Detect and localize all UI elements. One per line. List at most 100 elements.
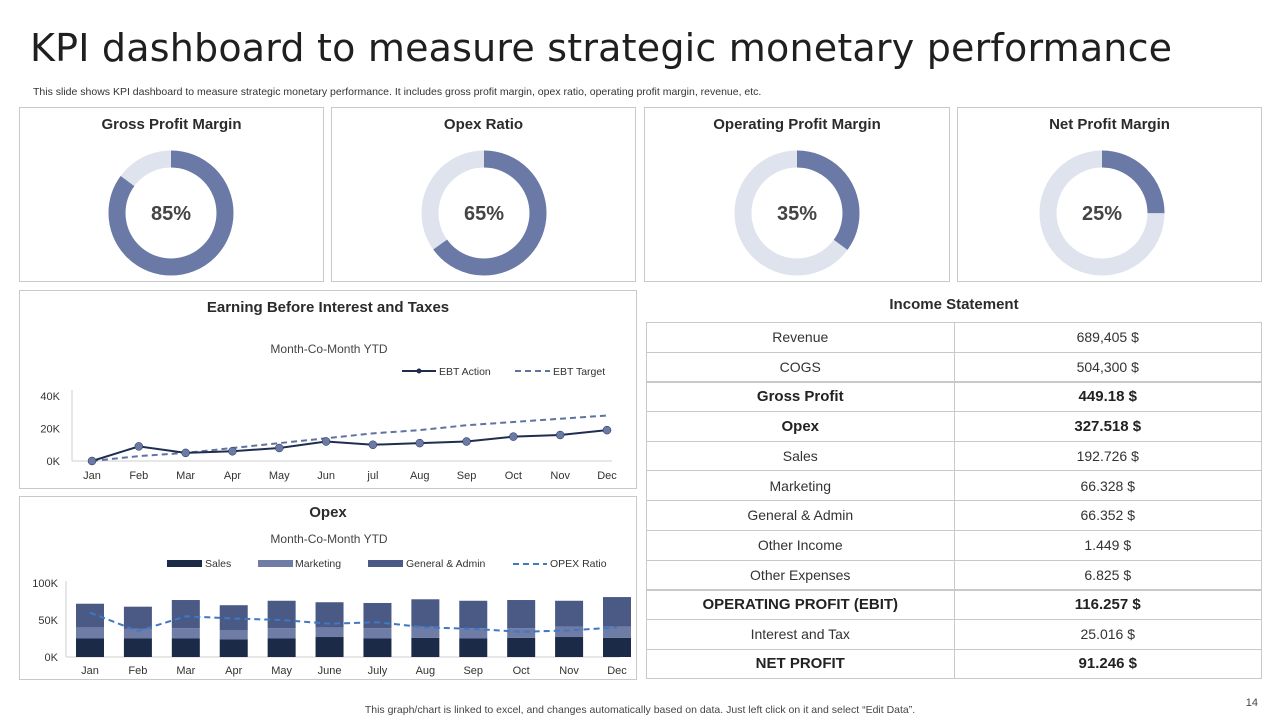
table-row: COGS 504,300 $ [646,351,1262,383]
data-point-ebt-action [134,442,144,451]
x-tick-label: Dec [597,470,617,482]
row-label: Marketing [646,470,955,502]
data-point-ebt-action [321,437,331,446]
ebt-chart-panel[interactable]: Earning Before Interest and Taxes Month-… [19,290,637,489]
row-label: NET PROFIT [646,648,955,680]
table-row: General & Admin 66.352 $ [646,500,1262,531]
row-value: 25.016 $ [953,618,1262,650]
row-label: COGS [646,351,955,383]
bar-sales [459,638,488,657]
x-tick-label: May [271,665,292,677]
bar-sales [76,638,104,657]
bar-sales [363,638,392,657]
x-tick-label: Apr [225,665,242,677]
bar-general-admin [171,600,200,629]
table-row: Other Expenses 6.825 $ [646,559,1262,591]
row-value: 66.328 $ [953,470,1262,502]
kpi-card-operating-profit-margin[interactable]: Operating Profit Margin 35% [644,107,950,282]
row-label: Other Income [646,529,955,561]
bar-sales [603,637,631,657]
bar-general-admin [603,597,631,627]
y-tick-label: 0K [45,652,59,664]
series-line-opex-ratio [89,611,618,633]
x-tick-label: Sep [457,470,477,482]
donut-fill [421,150,547,276]
data-point-ebt-action [415,438,424,448]
kpi-value: 35% [777,203,817,225]
bar-marketing [363,628,392,639]
row-value: 91.246 $ [953,648,1262,680]
chart-title: Opex [309,504,347,521]
y-tick-label: 20K [40,424,60,436]
row-label: Revenue [646,322,955,353]
chart-subtitle: Month-Co-Month YTD [270,342,388,356]
x-tick-label: May [269,470,290,482]
y-tick-label: 0K [47,456,61,468]
x-tick-label: June [318,665,342,677]
table-row: NET PROFIT 91.246 $ [646,648,1262,680]
bar-general-admin [76,603,104,628]
opex-legend: Sales Marketing General & Admin OPEX Rat… [167,558,607,570]
bar-general-admin [363,602,392,629]
data-point-ebt-action [181,448,190,458]
row-value: 66.352 $ [953,500,1262,531]
kpi-card-gross-profit-margin[interactable]: Gross Profit Margin 85% [19,107,324,282]
x-tick-label: Oct [505,470,522,482]
data-point-ebt-action [87,456,97,466]
data-point-ebt-action [228,447,237,456]
series-line-ebt-target [91,414,608,462]
bar-sales [267,638,296,657]
legend-swatch-general-admin [368,560,403,567]
table-row: OPERATING PROFIT (EBIT) 116.257 $ [646,588,1262,620]
bar-sales [315,637,344,657]
y-tick-label: 40K [40,391,60,403]
bar-marketing [411,626,440,638]
bar-marketing [315,627,344,638]
row-label: General & Admin [646,500,955,531]
bar-general-admin [459,600,488,629]
x-tick-label: July [368,665,388,677]
bar-general-admin [411,599,440,627]
opex-chart-panel[interactable]: Opex Month-Co-Month YTD Sales Marketing … [19,496,637,680]
row-label: Other Expenses [646,559,955,591]
row-label: OPERATING PROFIT (EBIT) [646,588,955,620]
bar-general-admin [123,606,152,629]
series-line-ebt-action [91,429,608,462]
kpi-title: Opex Ratio [443,116,524,133]
kpi-donut: 25% [1039,150,1165,276]
x-tick-label: Feb [128,665,147,677]
x-tick-label: Aug [410,470,430,482]
bar-general-admin [555,600,584,627]
kpi-card-net-profit-margin[interactable]: Net Profit Margin 25% [957,107,1262,282]
legend-label-opex-ratio: OPEX Ratio [550,558,607,570]
x-tick-label: Sep [463,665,483,677]
table-row: Interest and Tax 25.016 $ [646,618,1262,650]
kpi-donut: 85% [108,150,234,276]
table-row: Sales 192.726 $ [646,440,1262,472]
bar-sales [555,637,584,657]
x-tick-label: Aug [416,665,436,677]
kpi-title: Net Profit Margin [1049,116,1170,133]
legend-swatch-sales [167,560,202,567]
row-label: Gross Profit [646,380,955,413]
row-value: 116.257 $ [953,588,1262,620]
page-subtitle: This slide shows KPI dashboard to measur… [33,86,762,98]
row-value: 689,405 $ [953,322,1262,353]
x-tick-label: Nov [559,665,579,677]
row-value: 504,300 $ [953,351,1262,383]
kpi-card-opex-ratio[interactable]: Opex Ratio 65% [331,107,636,282]
x-tick-label: Jun [317,470,335,482]
data-point-ebt-action [275,443,284,453]
legend-label-marketing: Marketing [295,558,341,570]
page-number: 14 [1245,697,1258,709]
chart-subtitle: Month-Co-Month YTD [270,532,388,546]
row-value: 327.518 $ [953,411,1262,442]
bar-sales [411,637,440,657]
data-point-ebt-action [555,430,565,440]
legend-swatch-marketing [258,560,293,567]
bar-sales [171,638,200,657]
kpi-value: 65% [464,203,504,225]
data-point-ebt-action [509,432,518,441]
donut-fill [1039,150,1165,276]
x-tick-label: Apr [224,470,241,482]
